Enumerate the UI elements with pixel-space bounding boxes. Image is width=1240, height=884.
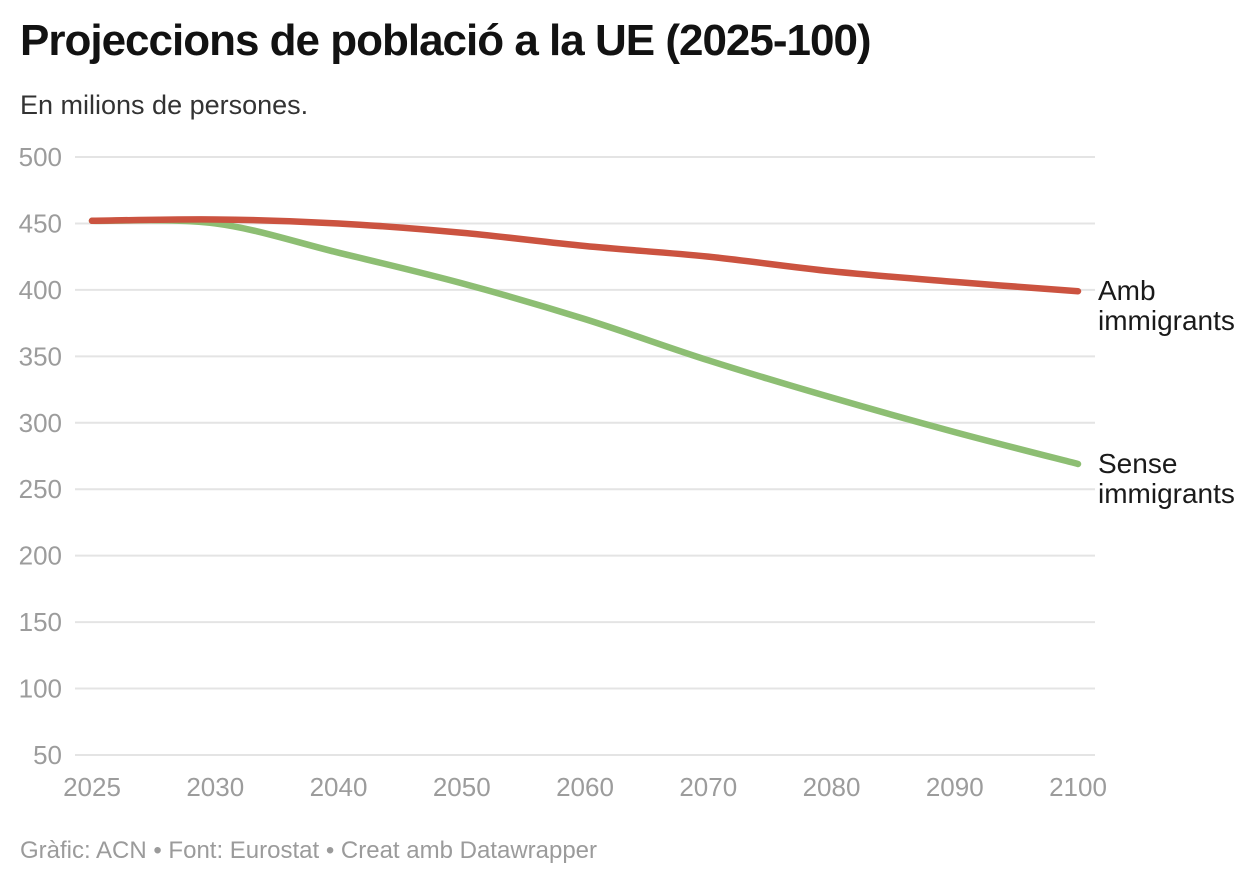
- y-tick-label: 450: [19, 208, 62, 238]
- chart-area: 50 100 150 200 250 300 350 400 450 500 2025 2030 204…: [0, 140, 1240, 810]
- y-tick-label: 300: [19, 408, 62, 438]
- series-line-sense-immigrants[interactable]: [88, 217, 1082, 468]
- y-tick-label: 200: [19, 541, 62, 571]
- x-tick-label: 2100: [1049, 772, 1107, 802]
- y-tick-label: 500: [19, 142, 62, 172]
- x-tick-label: 2040: [310, 772, 368, 802]
- x-tick-label: 2090: [926, 772, 984, 802]
- x-tick-label: 2070: [679, 772, 737, 802]
- x-tick-label: 2025: [63, 772, 121, 802]
- chart-subtitle: En milions de persones.: [20, 90, 309, 120]
- x-tick-label: 2080: [803, 772, 861, 802]
- y-tick-label: 400: [19, 275, 62, 305]
- series-label: Sense immigrants: [1098, 447, 1235, 509]
- y-tick-label: 150: [19, 607, 62, 637]
- x-tick-label: 2060: [556, 772, 614, 802]
- y-tick-label: 100: [19, 674, 62, 704]
- y-tick-label: 50: [33, 740, 62, 770]
- series-line-amb-immigrants[interactable]: [88, 216, 1082, 295]
- series-label: Amb immigrants: [1098, 275, 1235, 337]
- chart-byline: Gràfic: ACN • Font: Eurostat • Creat amb…: [20, 837, 598, 864]
- y-tick-label: 250: [19, 474, 62, 504]
- x-tick-label: 2030: [186, 772, 244, 802]
- y-tick-label: 350: [19, 341, 62, 371]
- line-chart-svg: 50 100 150 200 250 300 350 400 450 500 2025 2030 204…: [19, 142, 1107, 802]
- x-tick-label: 2050: [433, 772, 491, 802]
- chart-title: Projeccions de població a la UE (2025-10…: [20, 16, 872, 65]
